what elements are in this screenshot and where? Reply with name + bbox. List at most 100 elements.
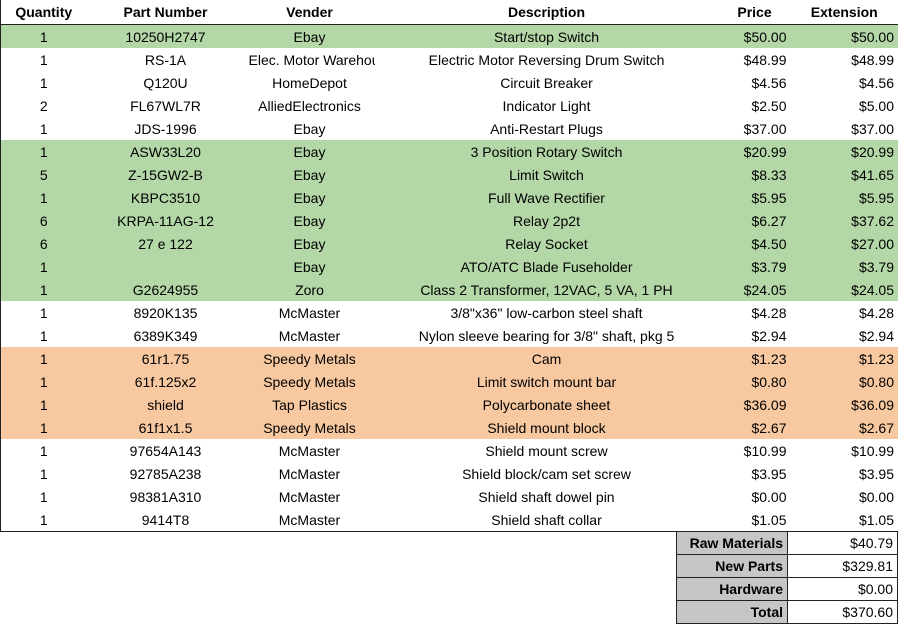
header-description[interactable]: Description <box>375 0 719 25</box>
cell-extension[interactable]: $20.99 <box>791 140 898 163</box>
cell-quantity[interactable]: 1 <box>1 393 87 416</box>
cell-extension[interactable]: $37.62 <box>791 209 898 232</box>
totals-value[interactable]: $329.81 <box>788 555 898 578</box>
cell-quantity[interactable]: 1 <box>1 347 87 370</box>
cell-quantity[interactable]: 1 <box>1 71 87 94</box>
cell-quantity[interactable]: 1 <box>1 140 87 163</box>
cell-price[interactable]: $48.99 <box>719 48 791 71</box>
cell-quantity[interactable]: 1 <box>1 485 87 508</box>
cell-description[interactable]: Cam <box>375 347 719 370</box>
cell-vender[interactable]: HomeDepot <box>245 71 375 94</box>
cell-quantity[interactable]: 1 <box>1 25 87 49</box>
header-part-number[interactable]: Part Number <box>87 0 245 25</box>
cell-price[interactable]: $10.99 <box>719 439 791 462</box>
cell-description[interactable]: Limit switch mount bar <box>375 370 719 393</box>
cell-extension[interactable]: $37.00 <box>791 117 898 140</box>
cell-vender[interactable]: McMaster <box>245 508 375 532</box>
cell-extension[interactable]: $1.05 <box>791 508 898 532</box>
totals-label[interactable]: Raw Materials <box>677 532 788 555</box>
cell-description[interactable]: Full Wave Rectifier <box>375 186 719 209</box>
cell-description[interactable]: Shield shaft dowel pin <box>375 485 719 508</box>
totals-label[interactable]: Hardware <box>677 578 788 601</box>
header-price[interactable]: Price <box>719 0 791 25</box>
cell-price[interactable]: $20.99 <box>719 140 791 163</box>
totals-label[interactable]: New Parts <box>677 555 788 578</box>
cell-part-number[interactable]: Z-15GW2-B <box>87 163 245 186</box>
cell-extension[interactable]: $50.00 <box>791 25 898 49</box>
cell-price[interactable]: $4.28 <box>719 301 791 324</box>
cell-description[interactable]: Circuit Breaker <box>375 71 719 94</box>
cell-quantity[interactable]: 1 <box>1 48 87 71</box>
cell-part-number[interactable]: 61f1x1.5 <box>87 416 245 439</box>
cell-description[interactable]: Relay 2p2t <box>375 209 719 232</box>
cell-price[interactable]: $3.95 <box>719 462 791 485</box>
cell-part-number[interactable]: 8920K135 <box>87 301 245 324</box>
cell-part-number[interactable]: shield <box>87 393 245 416</box>
cell-description[interactable]: Start/stop Switch <box>375 25 719 49</box>
cell-part-number[interactable]: ASW33L20 <box>87 140 245 163</box>
cell-extension[interactable]: $36.09 <box>791 393 898 416</box>
cell-price[interactable]: $2.94 <box>719 324 791 347</box>
cell-quantity[interactable]: 6 <box>1 209 87 232</box>
cell-quantity[interactable]: 1 <box>1 462 87 485</box>
totals-value[interactable]: $370.60 <box>788 601 898 624</box>
cell-price[interactable]: $2.67 <box>719 416 791 439</box>
cell-description[interactable]: ATO/ATC Blade Fuseholder <box>375 255 719 278</box>
cell-price[interactable]: $8.33 <box>719 163 791 186</box>
cell-quantity[interactable]: 1 <box>1 255 87 278</box>
cell-description[interactable]: Shield shaft collar <box>375 508 719 532</box>
cell-vender[interactable]: McMaster <box>245 439 375 462</box>
cell-extension[interactable]: $2.67 <box>791 416 898 439</box>
cell-vender[interactable]: Ebay <box>245 163 375 186</box>
cell-price[interactable]: $4.56 <box>719 71 791 94</box>
cell-vender[interactable]: Ebay <box>245 186 375 209</box>
cell-vender[interactable]: McMaster <box>245 301 375 324</box>
cell-description[interactable]: Indicator Light <box>375 94 719 117</box>
cell-quantity[interactable]: 5 <box>1 163 87 186</box>
cell-description[interactable]: Shield mount block <box>375 416 719 439</box>
cell-part-number[interactable]: 27 e 122 <box>87 232 245 255</box>
cell-price[interactable]: $1.05 <box>719 508 791 532</box>
cell-vender[interactable]: McMaster <box>245 485 375 508</box>
totals-label[interactable]: Total <box>677 601 788 624</box>
cell-price[interactable]: $37.00 <box>719 117 791 140</box>
cell-part-number[interactable]: 10250H2747 <box>87 25 245 49</box>
cell-extension[interactable]: $3.95 <box>791 462 898 485</box>
cell-part-number[interactable] <box>87 255 245 278</box>
header-quantity[interactable]: Quantity <box>1 0 87 25</box>
cell-price[interactable]: $36.09 <box>719 393 791 416</box>
cell-description[interactable]: Relay Socket <box>375 232 719 255</box>
totals-value[interactable]: $40.79 <box>788 532 898 555</box>
cell-part-number[interactable]: 6389K349 <box>87 324 245 347</box>
cell-part-number[interactable]: RS-1A <box>87 48 245 71</box>
cell-quantity[interactable]: 1 <box>1 370 87 393</box>
cell-vender[interactable]: Zoro <box>245 278 375 301</box>
cell-extension[interactable]: $48.99 <box>791 48 898 71</box>
cell-part-number[interactable]: Q120U <box>87 71 245 94</box>
cell-extension[interactable]: $5.95 <box>791 186 898 209</box>
cell-vender[interactable]: McMaster <box>245 324 375 347</box>
cell-price[interactable]: $3.79 <box>719 255 791 278</box>
cell-description[interactable]: Polycarbonate sheet <box>375 393 719 416</box>
cell-vender[interactable]: Ebay <box>245 25 375 49</box>
cell-quantity[interactable]: 1 <box>1 186 87 209</box>
cell-quantity[interactable]: 1 <box>1 508 87 532</box>
header-vender[interactable]: Vender <box>245 0 375 25</box>
cell-vender[interactable]: Elec. Motor Warehouse <box>245 48 375 71</box>
cell-extension[interactable]: $41.65 <box>791 163 898 186</box>
cell-part-number[interactable]: 97654A143 <box>87 439 245 462</box>
cell-price[interactable]: $6.27 <box>719 209 791 232</box>
cell-vender[interactable]: Ebay <box>245 140 375 163</box>
cell-quantity[interactable]: 1 <box>1 301 87 324</box>
cell-part-number[interactable]: 98381A310 <box>87 485 245 508</box>
cell-quantity[interactable]: 1 <box>1 416 87 439</box>
cell-part-number[interactable]: 61f.125x2 <box>87 370 245 393</box>
cell-price[interactable]: $1.23 <box>719 347 791 370</box>
cell-vender[interactable]: Ebay <box>245 255 375 278</box>
cell-extension[interactable]: $10.99 <box>791 439 898 462</box>
cell-part-number[interactable]: JDS-1996 <box>87 117 245 140</box>
cell-price[interactable]: $24.05 <box>719 278 791 301</box>
cell-extension[interactable]: $5.00 <box>791 94 898 117</box>
cell-part-number[interactable]: KBPC3510 <box>87 186 245 209</box>
cell-price[interactable]: $4.50 <box>719 232 791 255</box>
